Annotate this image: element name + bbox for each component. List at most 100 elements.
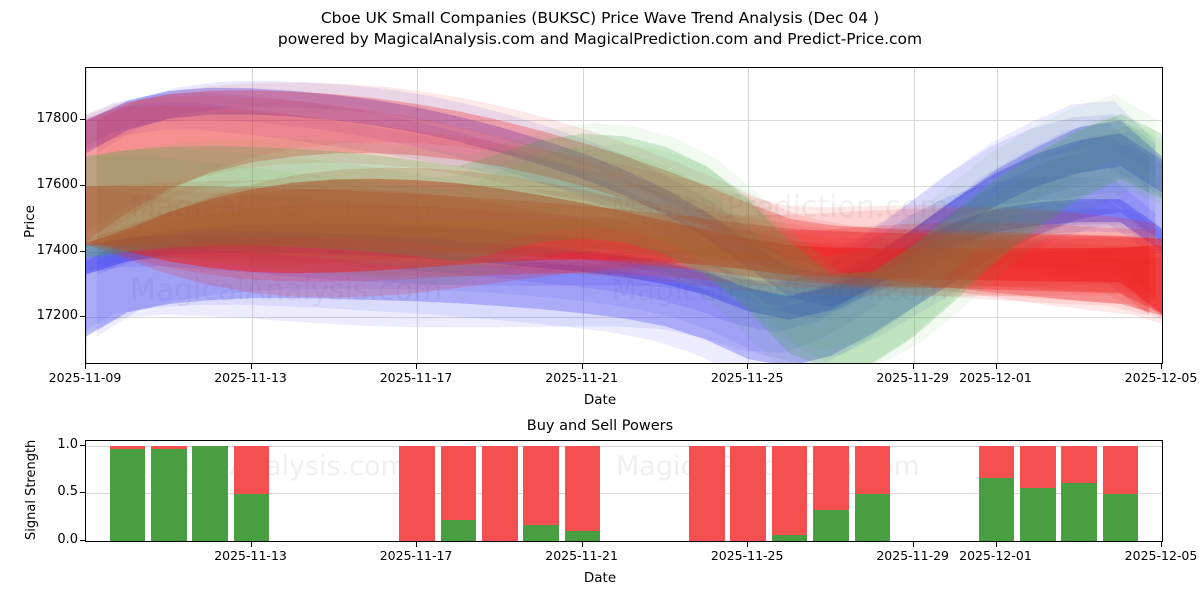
- price-x-tick: 2025-11-13: [214, 370, 287, 385]
- price-y-tickmark: [80, 316, 85, 318]
- signal-bar[interactable]: [440, 445, 477, 541]
- signal-x-tick: 2025-11-25: [710, 548, 784, 563]
- signal-bar[interactable]: [1020, 445, 1056, 541]
- signal-bar[interactable]: [978, 445, 1015, 541]
- signal-x-tickmark: [581, 542, 583, 547]
- price-band-green-band: [86, 113, 1162, 363]
- signal-x-tickmark: [416, 542, 418, 547]
- signal-bar-buy-segment: [1061, 482, 1097, 541]
- signal-bar-sell-segment: [564, 445, 601, 532]
- signal-x-tick: 2025-11-29: [876, 548, 950, 563]
- signal-bar-buy-segment: [1102, 494, 1139, 541]
- signal-x-tick: 2025-12-05: [1124, 548, 1198, 563]
- signal-x-tick: 2025-11-17: [379, 548, 453, 563]
- signal-bar[interactable]: [854, 445, 891, 541]
- price-y-tickmark: [80, 185, 85, 186]
- price-band-blue-band-mid-ghost: [86, 101, 1156, 290]
- signal-bar[interactable]: [813, 445, 849, 541]
- price-gridline-v: [86, 68, 87, 363]
- signal-x-tick: 2025-11-21: [545, 548, 618, 563]
- price-x-tickmark: [995, 364, 997, 369]
- signal-bar-buy-segment: [440, 520, 477, 541]
- signal-x-tickmark: [995, 542, 997, 547]
- signal-bar-sell-segment: [233, 445, 270, 495]
- signal-y-tickmark: [80, 540, 85, 541]
- price-x-tickmark: [912, 364, 914, 369]
- signal-chart-plot-area: MagicalAnalysis.com MagicalPrediction.co…: [85, 440, 1163, 542]
- chart-title-block: Cboe UK Small Companies (BUKSC) Price Wa…: [0, 8, 1200, 50]
- price-band-green-band-ghost: [86, 94, 1156, 352]
- signal-bar[interactable]: [771, 445, 808, 541]
- price-x-tick: 2025-11-17: [379, 370, 453, 385]
- price-x-tick: 2025-12-05: [1124, 370, 1198, 385]
- signal-bar-buy-segment: [813, 509, 849, 541]
- price-y-tick: 17200: [36, 308, 78, 324]
- signal-bar[interactable]: [109, 445, 146, 541]
- signal-bar-buy-segment: [192, 445, 228, 541]
- signal-y-tick: 0.5: [57, 484, 78, 500]
- price-x-tickmark: [747, 364, 749, 369]
- signal-bar-sell-segment: [854, 445, 891, 495]
- signal-x-axis-label: Date: [583, 570, 617, 586]
- price-band-blue-band-wide: [86, 120, 1162, 363]
- price-band-red-band-narrow-ghost: [86, 204, 1156, 299]
- price-x-tickmark: [1161, 364, 1162, 369]
- signal-bar-buy-segment: [1020, 487, 1056, 541]
- signal-x-tickmark: [747, 542, 749, 547]
- signal-bar-buy-segment: [233, 494, 270, 541]
- page-subtitle: powered by MagicalAnalysis.com and Magic…: [277, 30, 923, 48]
- price-x-axis-label: Date: [583, 392, 617, 408]
- signal-y-tick: 1.0: [57, 436, 78, 452]
- signal-bar[interactable]: [399, 445, 435, 541]
- signal-bar-sell-segment: [771, 445, 808, 536]
- price-y-tick: 17800: [36, 111, 78, 127]
- price-band-green-band-ghost: [86, 115, 1150, 363]
- signal-bar[interactable]: [482, 445, 518, 541]
- signal-x-tickmark: [912, 542, 914, 547]
- price-gridline-h: [86, 317, 1162, 319]
- signal-bar-sell-segment: [1020, 445, 1056, 488]
- signal-bar-buy-segment: [854, 494, 891, 541]
- signal-bar-buy-segment: [151, 448, 187, 541]
- signal-bar[interactable]: [564, 445, 601, 541]
- signal-bar[interactable]: [1102, 445, 1139, 541]
- price-x-tick: 2025-12-01: [959, 370, 1032, 385]
- signal-bar-sell-segment: [1061, 445, 1097, 483]
- signal-bar-sell-segment: [689, 445, 725, 541]
- signal-bar-sell-segment: [109, 445, 146, 449]
- price-band-red-band-narrow-ghost: [86, 188, 1150, 314]
- signal-y-axis-label: Signal Strength: [24, 439, 39, 540]
- price-x-tickmark: [250, 364, 252, 369]
- signal-bar-sell-segment: [151, 445, 187, 449]
- signal-bar[interactable]: [523, 445, 559, 541]
- signal-bar[interactable]: [689, 445, 725, 541]
- price-x-tick: 2025-11-25: [710, 370, 784, 385]
- signal-bar[interactable]: [151, 445, 187, 541]
- signal-bar[interactable]: [192, 445, 228, 541]
- price-y-axis-label: Price: [22, 205, 38, 238]
- signal-bar[interactable]: [1061, 445, 1097, 541]
- signal-gridline-h: [86, 445, 1162, 447]
- price-x-tickmark: [416, 364, 418, 369]
- price-band-blue-band-narrow-ghost: [86, 200, 1150, 333]
- price-band-blue-band-wide-ghost: [86, 122, 1150, 363]
- signal-gridline-h: [86, 541, 1162, 542]
- price-gridline-v: [1162, 68, 1163, 363]
- signal-bar-sell-segment: [813, 445, 849, 510]
- price-gridline-v: [913, 68, 915, 363]
- price-band-blue-band-wide-ghost: [86, 101, 1156, 353]
- signal-bar-buy-segment: [109, 448, 146, 541]
- price-band-green-band-ghost: [96, 122, 1162, 363]
- price-x-tick: 2025-11-09: [48, 370, 122, 385]
- signal-bar-sell-segment: [399, 445, 435, 541]
- price-x-tickmark: [581, 364, 583, 369]
- signal-bar[interactable]: [730, 445, 766, 541]
- signal-bar-sell-segment: [1102, 445, 1139, 495]
- signal-bar-group: [86, 441, 1162, 541]
- signal-bar[interactable]: [233, 445, 270, 541]
- signal-x-tick: 2025-12-01: [959, 548, 1032, 563]
- signal-y-tickmark: [80, 444, 85, 446]
- price-wave-bands: [86, 80, 1162, 363]
- price-chart-plot-area: MagicalAnalysis.com MagicalPrediction.co…: [85, 67, 1163, 364]
- signal-x-tick: 2025-11-13: [214, 548, 287, 563]
